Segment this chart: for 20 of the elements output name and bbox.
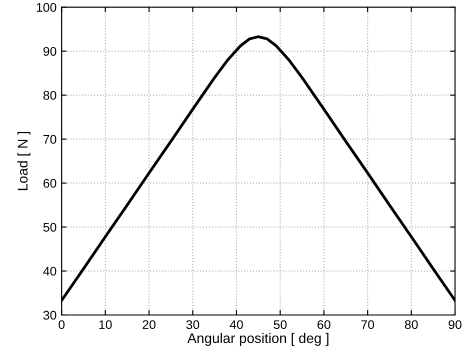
y-tick-label: 50: [43, 222, 56, 232]
x-tick-label: 30: [186, 320, 200, 330]
x-tick-label: 20: [142, 320, 156, 330]
x-tick-label: 50: [274, 320, 287, 330]
y-tick-label: 90: [43, 46, 56, 56]
x-tick-label: 0: [58, 320, 65, 330]
y-tick-label: 100: [36, 3, 56, 12]
y-tick-label: 60: [43, 178, 56, 188]
x-tick-label: 10: [99, 320, 112, 330]
x-tick-label: 90: [448, 320, 462, 330]
y-tick-label: 30: [43, 310, 56, 320]
y-tick-label: 80: [43, 90, 56, 100]
x-axis-title: Angular position [ deg ]: [187, 332, 328, 346]
x-tick-label: 70: [361, 320, 374, 330]
x-tick-label: 80: [404, 320, 418, 330]
x-tick-label: 60: [318, 320, 330, 330]
y-axis-title: Load [ N ]: [17, 132, 30, 190]
y-tick-label: 40: [43, 266, 56, 276]
y-tick-label: 70: [43, 134, 56, 144]
x-tick-label: 40: [230, 320, 243, 330]
